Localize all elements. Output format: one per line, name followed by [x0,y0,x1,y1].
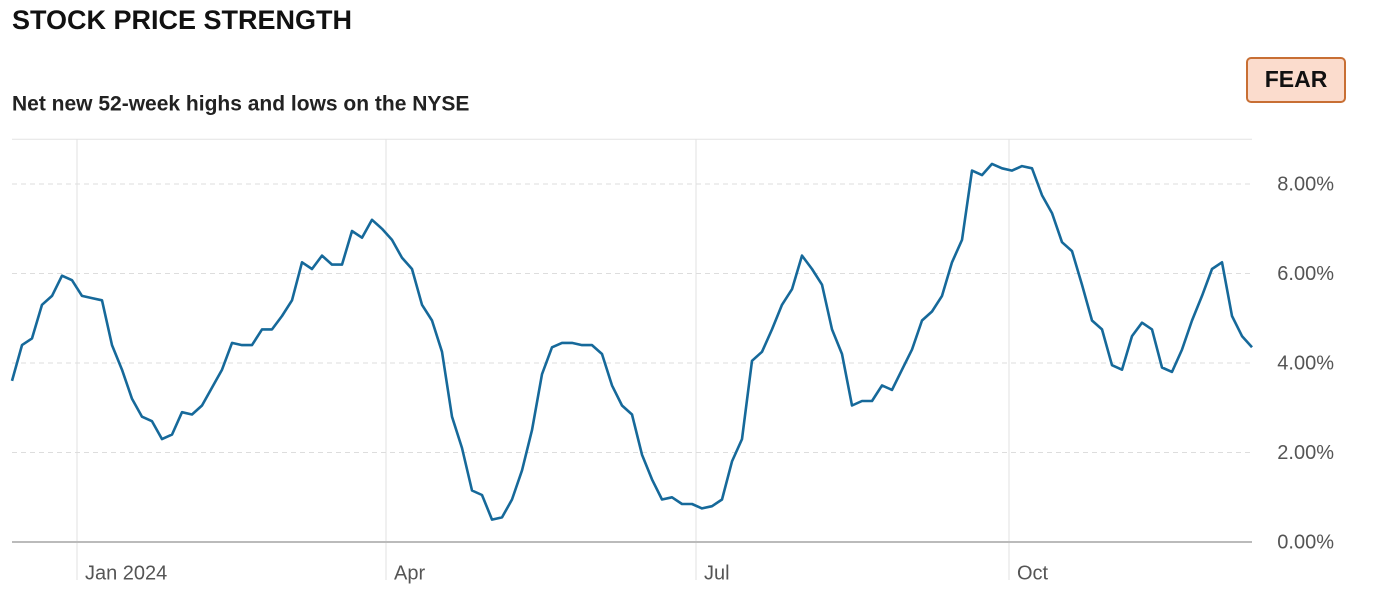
y-tick-label: 4.00% [1277,352,1334,374]
y-tick-label: 8.00% [1277,173,1334,195]
x-tick-label: Apr [394,562,425,584]
y-tick-label: 6.00% [1277,263,1334,285]
y-tick-label: 0.00% [1277,531,1334,553]
series-line [10,162,1253,521]
badge-label: FEAR [1265,66,1328,92]
x-tick-label: Jan 2024 [85,562,167,584]
y-tick-label: 2.00% [1277,442,1334,464]
x-tick-label: Oct [1017,562,1049,584]
chart-subtitle: Net new 52-week highs and lows on the NY… [12,93,469,116]
badge [1246,57,1346,103]
x-tick-label: Jul [704,562,730,584]
chart-title: STOCK PRICE STRENGTH [12,5,352,35]
